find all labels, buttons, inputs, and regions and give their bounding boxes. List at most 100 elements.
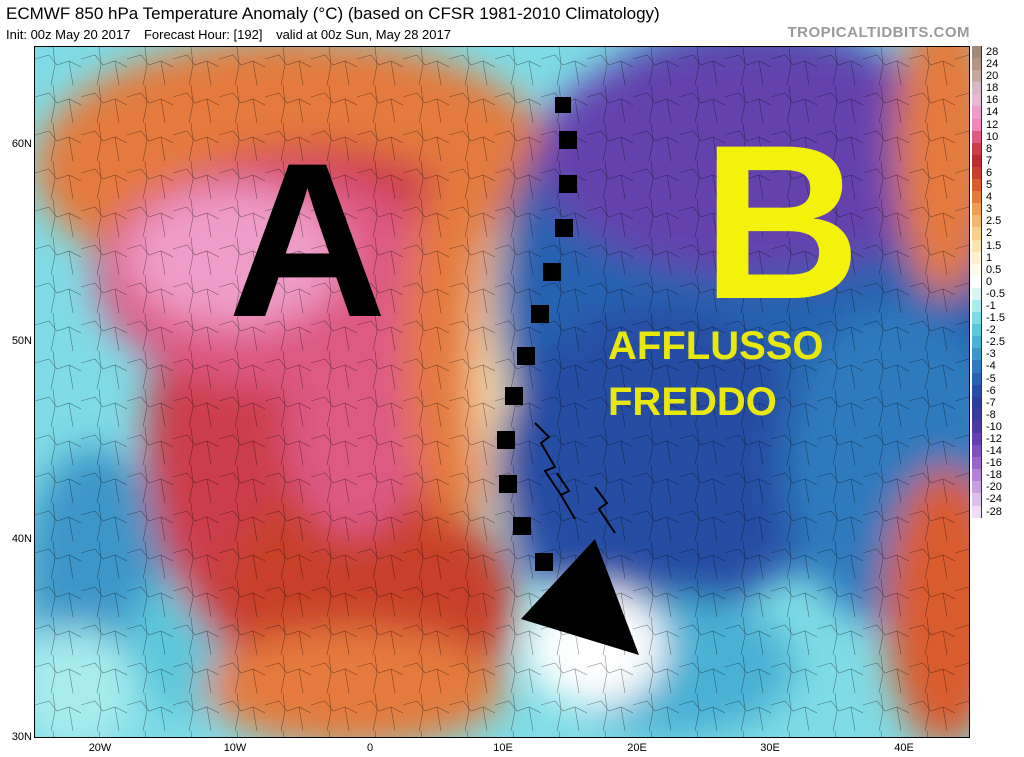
colorbar-level: 14	[972, 106, 1022, 119]
lat-label: 60N	[11, 138, 32, 150]
colorbar-swatch	[972, 58, 982, 71]
colorbar-swatch	[972, 360, 982, 373]
colorbar-swatch	[972, 493, 982, 506]
forecast-hour: Forecast Hour: [192]	[143, 27, 263, 42]
colorbar-swatch	[972, 469, 982, 482]
anomaly-map	[34, 46, 970, 738]
colorbar-label: 8	[986, 142, 993, 155]
colorbar-swatch	[972, 70, 982, 83]
brand-watermark: TROPICALTIDBITS.COM	[787, 24, 970, 41]
colorbar-swatch	[972, 130, 982, 143]
colorbar-swatch	[972, 203, 982, 216]
colorbar-label: -0.5	[986, 287, 1005, 300]
lon-label: 10E	[493, 742, 513, 754]
valid-time: valid at 00z Sun, May 28 2017	[276, 27, 451, 42]
high-pressure-label: A	[228, 117, 387, 363]
colorbar-level: -12	[972, 433, 1022, 446]
colorbar-label: 2.5	[986, 215, 1002, 228]
colorbar-legend: 28 24 20 18 16 14 12 10 8 7 6 5 4 3 2.5 2 1.5 1 0.5 0 -0.5 -1…	[972, 46, 1022, 738]
colorbar-level: 6	[972, 166, 1022, 180]
lat-label: 30N	[11, 731, 32, 743]
colorbar-level: -4	[972, 360, 1022, 373]
colorbar-level: 20	[972, 70, 1022, 83]
colorbar-swatch	[972, 336, 982, 349]
colorbar-level: 0	[972, 275, 1022, 288]
colorbar-level: -3	[972, 348, 1022, 361]
flow-arrow-head	[521, 539, 639, 655]
colorbar-label: 10	[986, 130, 999, 143]
colorbar-level: 12	[972, 118, 1022, 131]
colorbar-label: -20	[986, 481, 1002, 494]
colorbar-level: -18	[972, 469, 1022, 482]
colorbar-level: 7	[972, 154, 1022, 167]
lon-label: 30E	[760, 742, 780, 754]
lon-label: 40E	[894, 742, 914, 754]
colorbar-level: 18	[972, 82, 1022, 95]
colorbar-label: 0	[986, 275, 993, 288]
colorbar-swatch	[972, 263, 982, 276]
colorbar-swatch	[972, 82, 982, 95]
colorbar-level: 24	[972, 58, 1022, 71]
colorbar-level: 2.5	[972, 215, 1022, 228]
colorbar-level: 10	[972, 130, 1022, 143]
colorbar-label: -7	[986, 396, 996, 409]
colorbar-level: -5	[972, 372, 1022, 385]
colorbar-level: -1	[972, 299, 1022, 313]
colorbar-swatch	[972, 505, 982, 518]
colorbar-label: 5	[986, 179, 993, 192]
colorbar-swatch	[972, 324, 982, 337]
colorbar-label: -2	[986, 324, 996, 337]
lon-label: 0	[366, 742, 374, 754]
colorbar-swatch	[972, 251, 982, 264]
colorbar-label: 1	[986, 251, 993, 264]
colorbar-swatch	[972, 481, 982, 494]
colorbar-label: 4	[986, 191, 993, 204]
colorbar-swatch	[972, 384, 982, 397]
colorbar-label: 14	[986, 106, 999, 119]
map-title: ECMWF 850 hPa Temperature Anomaly (°C) (…	[6, 4, 660, 23]
colorbar-level: -2.5	[972, 336, 1022, 349]
map-subtitle: Init: 00z May 20 2017 Forecast Hour: [19…	[6, 27, 461, 42]
colorbar-label: 3	[986, 203, 993, 216]
colorbar-label: 1.5	[986, 239, 1002, 252]
colorbar-level: 5	[972, 179, 1022, 192]
colorbar-label: -18	[986, 469, 1002, 482]
colorbar-level: -16	[972, 457, 1022, 470]
init-time: Init: 00z May 20 2017	[6, 27, 131, 42]
colorbar-level: -7	[972, 396, 1022, 409]
colorbar-label: 24	[986, 58, 999, 71]
cold-flow-label-line2: FREDDO	[608, 380, 777, 424]
lon-label: 10W	[223, 742, 247, 754]
colorbar-label: -5	[986, 372, 996, 385]
colorbar-label: -3	[986, 348, 996, 361]
header: ECMWF 850 hPa Temperature Anomaly (°C) (…	[0, 0, 1024, 46]
colorbar-level: -1.5	[972, 312, 1022, 325]
colorbar-swatch	[972, 94, 982, 107]
colorbar-label: -12	[986, 433, 1002, 445]
colorbar-swatch	[972, 166, 982, 180]
lat-label: 40N	[11, 533, 32, 545]
colorbar-swatch	[972, 142, 982, 155]
colorbar-swatch	[972, 106, 982, 119]
lon-label: 20W	[88, 742, 112, 754]
cold-flow-label-line1: AFFLUSSO	[608, 324, 824, 368]
colorbar-swatch	[972, 299, 982, 313]
colorbar-label: -2.5	[986, 336, 1005, 349]
colorbar-level: -6	[972, 384, 1022, 397]
colorbar-swatch	[972, 239, 982, 252]
colorbar-level: 1.5	[972, 239, 1022, 252]
colorbar-level: -10	[972, 420, 1022, 433]
lon-label: 20E	[627, 742, 647, 754]
colorbar-level: 8	[972, 142, 1022, 155]
colorbar-swatch	[972, 191, 982, 204]
colorbar-label: 0.5	[986, 263, 1002, 276]
colorbar-level: 0.5	[972, 263, 1022, 276]
colorbar-swatch	[972, 179, 982, 192]
colorbar-swatch	[972, 275, 982, 288]
colorbar-level: -2	[972, 324, 1022, 337]
colorbar-level: -24	[972, 493, 1022, 506]
colorbar-label: -1	[986, 299, 996, 312]
colorbar-swatch	[972, 457, 982, 470]
low-pressure-label: B	[702, 99, 861, 345]
colorbar-level: -0.5	[972, 287, 1022, 300]
